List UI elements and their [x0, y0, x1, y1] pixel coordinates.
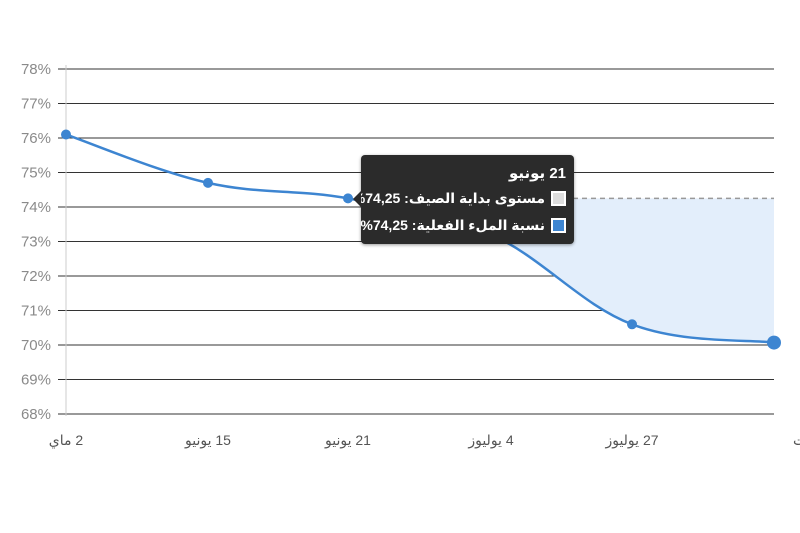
data-point — [767, 335, 781, 350]
summer-level-swatch-icon — [551, 191, 566, 206]
tooltip-row-summer-level: مستوى بداية الصيف: 74,25% — [353, 185, 566, 212]
x-tick-label: 2 ماي — [49, 432, 84, 449]
gap-area — [348, 198, 774, 343]
y-tick-label: 74% — [21, 199, 51, 216]
y-tick-label: 70% — [21, 337, 51, 354]
y-tick-label: 75% — [21, 165, 51, 182]
data-point — [343, 193, 353, 204]
data-point — [627, 319, 637, 330]
y-tick-label: 72% — [21, 268, 51, 285]
actual-fill-swatch-icon — [551, 218, 566, 233]
y-tick-label: 76% — [21, 130, 51, 147]
tooltip-title: 21 يونيو — [508, 165, 566, 182]
x-tick-label: 1 غشت — [793, 432, 800, 448]
x-tick-label: 21 يونيو — [324, 432, 371, 449]
tooltip-row-actual-fill: نسبة الملء الفعلية: 74,25% — [360, 212, 566, 239]
x-tick-label: 15 يونيو — [184, 432, 231, 449]
y-tick-label: 69% — [21, 372, 51, 389]
data-point — [61, 129, 71, 140]
x-tick-label: 27 يوليوز — [604, 432, 658, 449]
tooltip-row-label: نسبة الملء الفعلية: 74,25% — [360, 217, 545, 233]
y-tick-label: 77% — [21, 96, 51, 113]
y-tick-label: 68% — [21, 406, 51, 423]
y-tick-label: 78% — [21, 61, 51, 78]
y-tick-label: 73% — [21, 234, 51, 251]
data-point — [203, 177, 213, 188]
chart-tooltip: 21 يونيو مستوى بداية الصيف: 74,25% نسبة … — [353, 155, 574, 244]
y-tick-label: 71% — [21, 303, 51, 320]
x-tick-label: 4 يوليوز — [467, 432, 514, 449]
tooltip-row-label: مستوى بداية الصيف: 74,25% — [352, 190, 545, 206]
